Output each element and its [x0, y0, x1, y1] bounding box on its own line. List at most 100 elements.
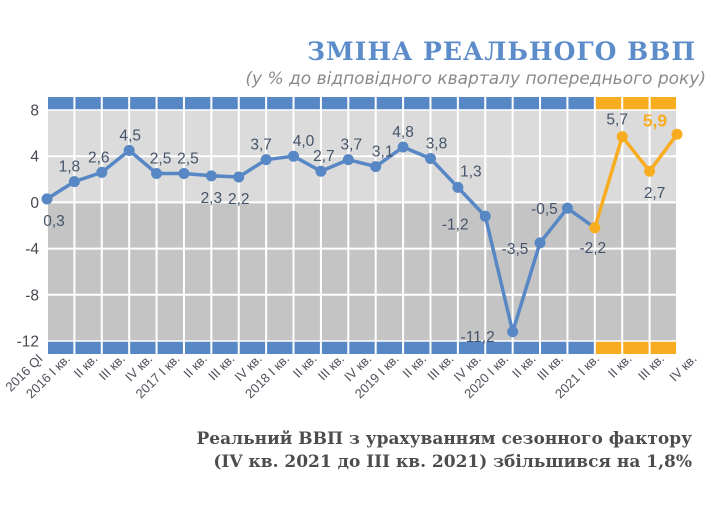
x-tick-label: ІІ кв.: [509, 351, 539, 381]
data-point: [507, 326, 519, 338]
top-strip-segment: [512, 97, 541, 110]
top-strip-segment: [540, 97, 568, 110]
gdp-line-highlight: [593, 132, 679, 230]
x-tick-label: ІІ кв.: [71, 351, 101, 381]
top-strip-segment: [47, 97, 75, 110]
data-point: [589, 222, 601, 234]
y-tick-label: 0: [30, 195, 39, 212]
top-strip-segment: [375, 97, 404, 110]
data-point-label: 2,7: [313, 148, 335, 165]
bottom-strip-segment: [238, 341, 267, 354]
bottom-strip-segment: [430, 341, 458, 354]
bottom-strip-segment: [457, 341, 486, 354]
data-point-label: 1,8: [59, 159, 81, 176]
bottom-strip-segment: [512, 341, 541, 354]
top-strip-segment: [101, 97, 130, 110]
bottom-strip-segment: [211, 341, 239, 354]
data-point: [424, 153, 436, 165]
bottom-strip-segment: [485, 341, 513, 354]
bottom-strip-segment: [293, 341, 321, 354]
bottom-strip-segment: [266, 341, 294, 354]
data-point: [178, 168, 190, 180]
top-strip-segment: [622, 97, 650, 110]
data-point: [41, 193, 53, 205]
top-strip-segment: [183, 97, 212, 110]
data-point: [315, 165, 327, 177]
bottom-strip-segment: [156, 341, 184, 354]
bottom-strip-segment: [74, 341, 102, 354]
data-point-label: -2,2: [579, 240, 606, 257]
data-point-label: -11,2: [461, 329, 495, 346]
data-point-label: 2,5: [177, 151, 199, 168]
x-tick-label: ІІІ кв.: [534, 351, 566, 383]
top-strip-segment: [567, 97, 595, 110]
top-strip-segment: [430, 97, 458, 110]
data-point: [370, 161, 382, 173]
data-point-label: 4,8: [392, 124, 414, 141]
y-tick-label: -8: [25, 287, 39, 304]
data-point: [452, 181, 464, 193]
top-strip-segment: [129, 97, 157, 110]
bottom-strip-segment: [101, 341, 130, 354]
top-strip-segment: [348, 97, 376, 110]
data-point-label: 4,0: [293, 133, 315, 150]
data-point-label: 3,7: [341, 137, 363, 154]
x-tick-label: ІІІ кв.: [205, 351, 237, 383]
plot-area-lower-bg: [47, 202, 677, 341]
top-strip-segment: [649, 97, 677, 110]
data-point: [151, 168, 163, 180]
bottom-strip-segment: [320, 341, 349, 354]
data-point-label: 2,6: [88, 149, 110, 166]
bottom-strip-segment: [375, 341, 404, 354]
data-point-label: 0,3: [43, 213, 65, 230]
data-point: [616, 131, 628, 143]
top-strip-segment: [266, 97, 294, 110]
data-point: [561, 202, 573, 214]
bottom-strip-segment: [649, 341, 677, 354]
data-point-label: -0,5: [531, 201, 558, 218]
data-point-label: 3,7: [250, 137, 272, 154]
data-point-label: 2,3: [201, 190, 223, 207]
data-point: [96, 166, 108, 178]
top-strip-segment: [238, 97, 267, 110]
x-tick-label: ІІІ кв.: [96, 351, 128, 383]
data-point-label: 4,5: [119, 127, 141, 144]
data-point-label: 5,7: [606, 112, 628, 129]
bottom-strip-segment: [622, 341, 650, 354]
bottom-strip-segment: [403, 341, 431, 354]
bottom-strip-segment: [129, 341, 157, 354]
x-tick-label: ІІ кв.: [290, 351, 320, 381]
y-tick-label: -12: [17, 334, 39, 351]
top-strip-segment: [293, 97, 321, 110]
data-point-label: 2,5: [150, 151, 172, 168]
data-point: [671, 128, 683, 140]
data-point: [233, 171, 245, 183]
y-tick-label: 8: [30, 103, 39, 120]
data-point: [123, 144, 135, 156]
data-point-label: 1,3: [460, 163, 482, 180]
x-tick-label: ІІ кв.: [180, 351, 210, 381]
x-tick-label: ІІІ кв.: [315, 351, 347, 383]
chart-caption: Реальний ВВП з урахуванням сезонного фак…: [197, 428, 692, 474]
chart-title: ЗМІНА РЕАЛЬНОГО ВВП: [306, 37, 696, 66]
data-point-label: -3,5: [502, 241, 529, 258]
bottom-strip-segment: [594, 341, 623, 354]
data-point: [260, 154, 272, 166]
x-tick-label: ІІІ кв.: [635, 351, 667, 383]
data-point-label: 5,9: [643, 110, 668, 130]
x-tick-label: IV кв.: [666, 351, 699, 384]
top-strip-segment: [211, 97, 239, 110]
top-strip-segment: [74, 97, 102, 110]
bottom-strip-segment: [567, 341, 595, 354]
data-point-label: 3,8: [426, 136, 448, 153]
data-point-label: -1,2: [442, 216, 469, 233]
bottom-strip-segment: [540, 341, 568, 354]
bottom-strip-segment: [47, 341, 75, 354]
data-point-label: 2,2: [228, 191, 250, 208]
top-strip-segment: [320, 97, 349, 110]
data-point: [68, 176, 80, 188]
bottom-strip-segment: [183, 341, 212, 354]
chart-subtitle: (у % до відповідного кварталу попередньо…: [245, 69, 706, 89]
y-tick-label: -4: [25, 241, 39, 258]
